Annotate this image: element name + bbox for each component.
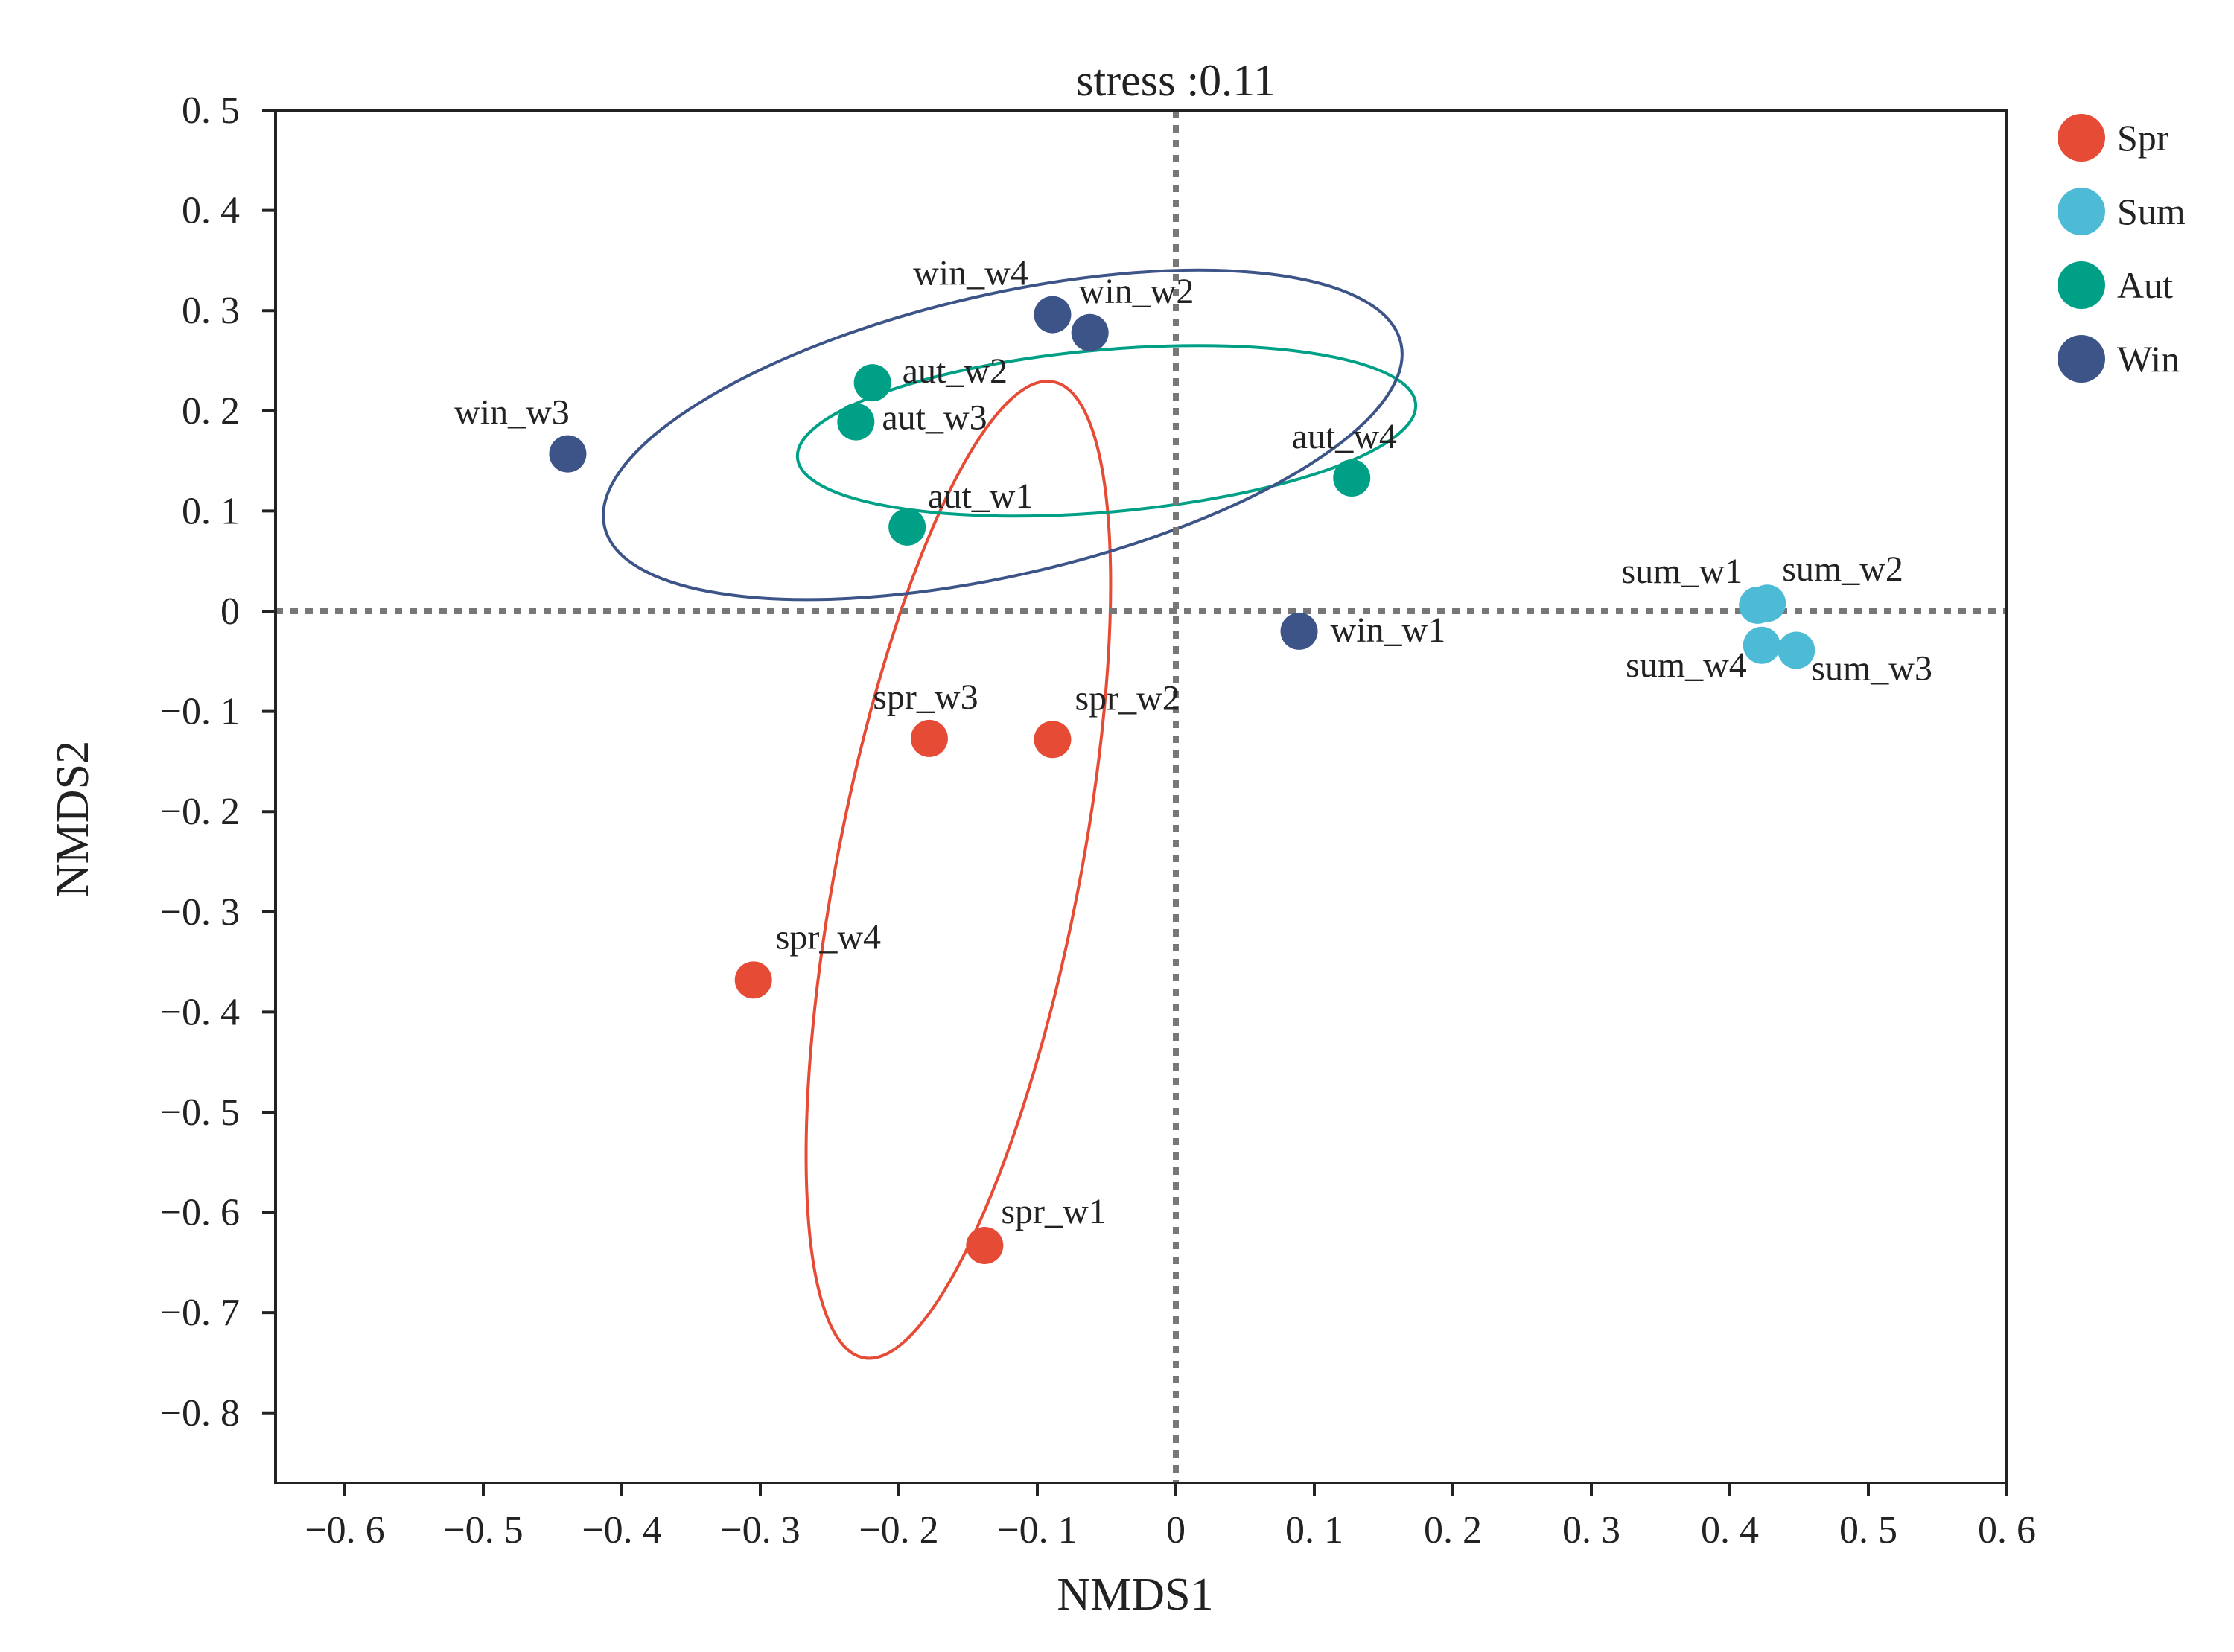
x-tick-label: 0. 1: [1285, 1509, 1343, 1551]
point-sum-w4: [1743, 626, 1780, 664]
y-tick-label: 0: [220, 590, 240, 633]
legend: Spr Sum Aut Win: [2058, 114, 2186, 383]
y-axis-ticks: 0. 5 0. 4 0. 3 0. 2 0. 1 0 −0. 1 −0. 2 −0. 3 −0. …: [160, 89, 276, 1435]
point-labels: spr_w1 spr_w2 spr_w3 spr_w4 sum_w1 sum_w2 sum_…: [454, 254, 1932, 1231]
point-win-w2: [1071, 313, 1109, 351]
point-label-win-w4: win_w4: [913, 254, 1028, 293]
y-tick-label: 0. 4: [182, 190, 240, 232]
point-aut-w1: [888, 508, 926, 546]
x-tick-label: −0. 1: [997, 1509, 1077, 1551]
legend-label-win: Win: [2117, 338, 2180, 380]
point-sum-w3: [1778, 631, 1815, 669]
point-spr-w4: [734, 961, 772, 999]
y-tick-label: −0. 5: [160, 1091, 240, 1134]
y-tick-label: −0. 2: [160, 791, 240, 833]
x-tick-label: 0: [1166, 1509, 1186, 1551]
point-aut-w4: [1333, 459, 1371, 497]
legend-label-aut: Aut: [2117, 264, 2173, 306]
confidence-ellipses: [602, 268, 1418, 1360]
legend-swatch-spr: [2058, 114, 2105, 162]
point-win-w4: [1034, 296, 1072, 334]
point-label-aut-w4: aut_w4: [1292, 417, 1397, 456]
point-sum-w2: [1748, 584, 1786, 622]
y-tick-label: −0. 4: [160, 991, 240, 1033]
ellipse-win: [602, 268, 1404, 602]
point-spr-w1: [966, 1227, 1004, 1265]
x-tick-label: −0. 4: [582, 1509, 661, 1551]
point-win-w3: [549, 435, 587, 473]
point-spr-w2: [1034, 721, 1072, 759]
legend-swatch-aut: [2058, 261, 2105, 309]
x-axis-ticks: −0. 6 −0. 5 −0. 4 −0. 3 −0. 2 −0. 1 0 0. 1 0. 2 0…: [305, 1483, 2036, 1551]
point-label-aut-w1: aut_w1: [928, 476, 1033, 516]
y-tick-label: 0. 2: [182, 390, 240, 433]
y-tick-label: 0. 3: [182, 290, 240, 332]
x-tick-label: 0. 2: [1424, 1509, 1482, 1551]
x-tick-label: 0. 4: [1701, 1509, 1759, 1551]
legend-swatch-win: [2058, 335, 2105, 383]
ellipse-spr: [804, 380, 1113, 1360]
legend-swatch-sum: [2058, 188, 2105, 235]
reference-lines: [276, 110, 2007, 1483]
point-aut-w2: [853, 364, 891, 402]
point-aut-w3: [837, 403, 875, 441]
y-tick-label: −0. 1: [160, 691, 240, 733]
point-label-win-w1: win_w1: [1331, 610, 1446, 650]
y-tick-label: −0. 7: [160, 1292, 240, 1334]
legend-label-spr: Spr: [2117, 117, 2169, 159]
x-tick-label: 0. 6: [1978, 1509, 2036, 1551]
chart-title: stress :0.11: [1076, 56, 1276, 105]
y-tick-label: 0. 5: [182, 89, 240, 132]
point-label-win-w2: win_w2: [1079, 272, 1194, 311]
point-label-aut-w2: aut_w2: [903, 351, 1008, 391]
y-tick-label: −0. 6: [160, 1192, 240, 1234]
point-label-sum-w4: sum_w4: [1626, 645, 1747, 685]
point-label-win-w3: win_w3: [454, 393, 570, 433]
point-label-sum-w1: sum_w1: [1622, 552, 1743, 591]
x-tick-label: 0. 3: [1562, 1509, 1620, 1551]
y-tick-label: −0. 3: [160, 891, 240, 934]
point-label-aut-w3: aut_w3: [882, 398, 987, 438]
y-axis-title: NMDS2: [48, 741, 98, 897]
x-tick-label: 0. 5: [1839, 1509, 1897, 1551]
legend-label-sum: Sum: [2117, 191, 2186, 232]
point-win-w1: [1280, 612, 1318, 650]
x-tick-label: −0. 6: [305, 1509, 384, 1551]
plot-frame: [274, 109, 2008, 1484]
data-points: [549, 296, 1815, 1265]
y-tick-label: 0. 1: [182, 490, 240, 532]
point-label-spr-w2: spr_w2: [1075, 678, 1180, 718]
ellipse-aut: [795, 344, 1418, 518]
point-spr-w3: [910, 719, 948, 757]
x-tick-label: −0. 3: [720, 1509, 800, 1551]
x-axis-title: NMDS1: [1057, 1569, 1213, 1620]
point-label-spr-w4: spr_w4: [776, 917, 881, 957]
x-tick-label: −0. 5: [443, 1509, 523, 1551]
y-tick-label: −0. 8: [160, 1392, 240, 1435]
point-label-sum-w2: sum_w2: [1782, 549, 1903, 589]
point-label-spr-w3: spr_w3: [873, 677, 978, 717]
point-label-sum-w3: sum_w3: [1811, 648, 1932, 688]
x-tick-label: −0. 2: [859, 1509, 938, 1551]
point-label-spr-w1: spr_w1: [1001, 1192, 1106, 1231]
